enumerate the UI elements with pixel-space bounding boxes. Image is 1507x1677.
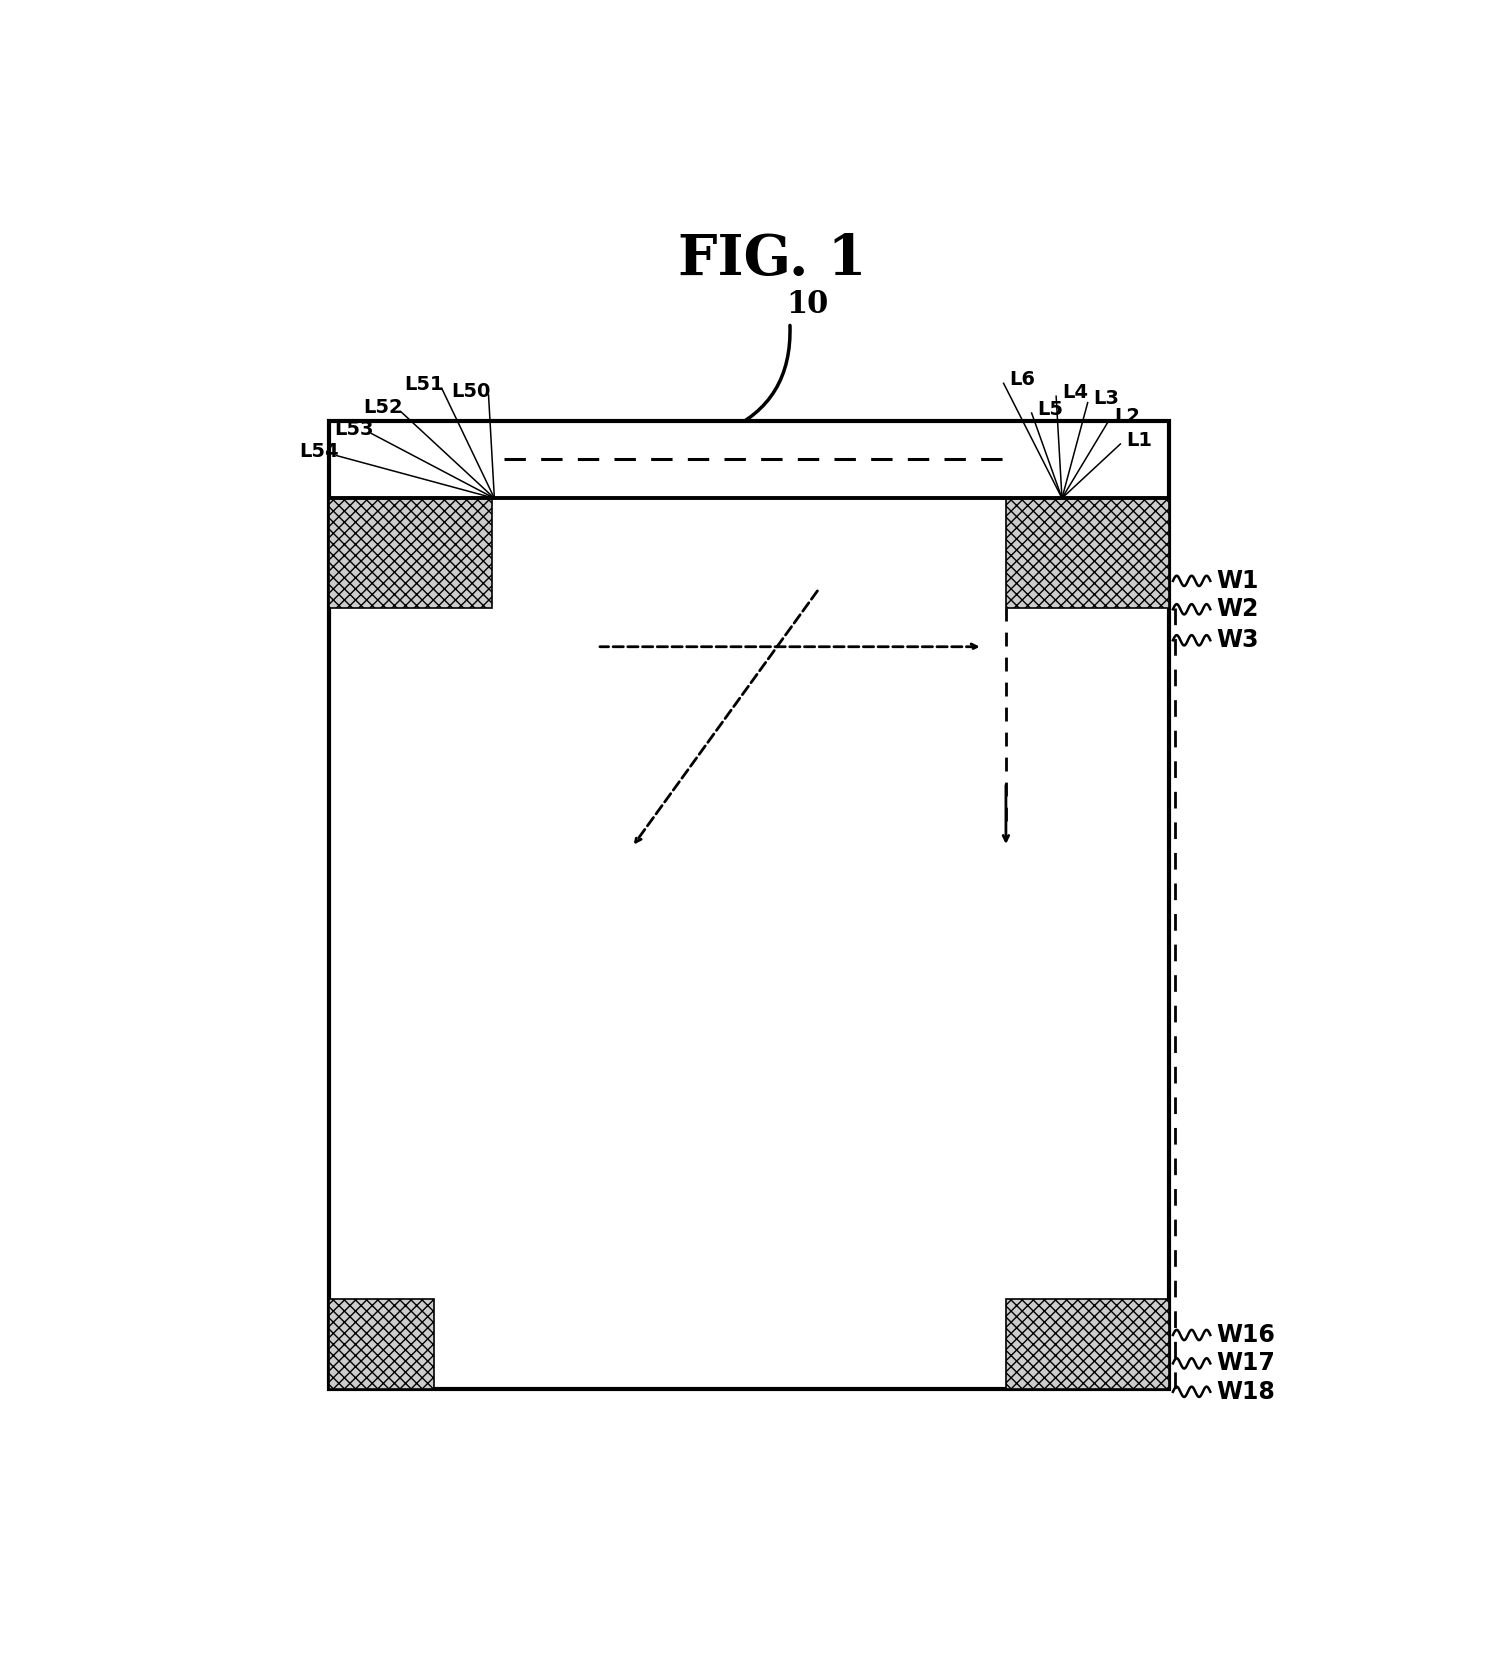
Text: 10: 10 bbox=[787, 288, 829, 320]
Text: W2: W2 bbox=[1216, 597, 1258, 620]
Text: L6: L6 bbox=[1010, 371, 1035, 389]
Text: FIG. 1: FIG. 1 bbox=[678, 231, 867, 287]
Text: L54: L54 bbox=[300, 443, 339, 461]
Bar bbox=[1007, 1298, 1169, 1389]
FancyArrowPatch shape bbox=[726, 325, 790, 431]
Text: L51: L51 bbox=[404, 376, 445, 394]
Text: W18: W18 bbox=[1216, 1380, 1275, 1404]
Bar bbox=[329, 498, 491, 609]
Text: W16: W16 bbox=[1216, 1323, 1275, 1347]
Text: L4: L4 bbox=[1062, 382, 1088, 402]
Text: W17: W17 bbox=[1216, 1352, 1275, 1375]
Text: L2: L2 bbox=[1115, 408, 1141, 426]
Text: L3: L3 bbox=[1094, 389, 1120, 408]
Text: L50: L50 bbox=[451, 382, 491, 401]
Text: L5: L5 bbox=[1037, 399, 1064, 419]
Text: W1: W1 bbox=[1216, 569, 1258, 594]
Bar bbox=[329, 1298, 434, 1389]
Text: L1: L1 bbox=[1126, 431, 1153, 449]
Text: L52: L52 bbox=[363, 399, 404, 418]
Bar bbox=[329, 421, 1169, 1389]
Text: W3: W3 bbox=[1216, 629, 1258, 652]
Bar bbox=[1007, 498, 1169, 609]
Text: L53: L53 bbox=[335, 421, 374, 439]
